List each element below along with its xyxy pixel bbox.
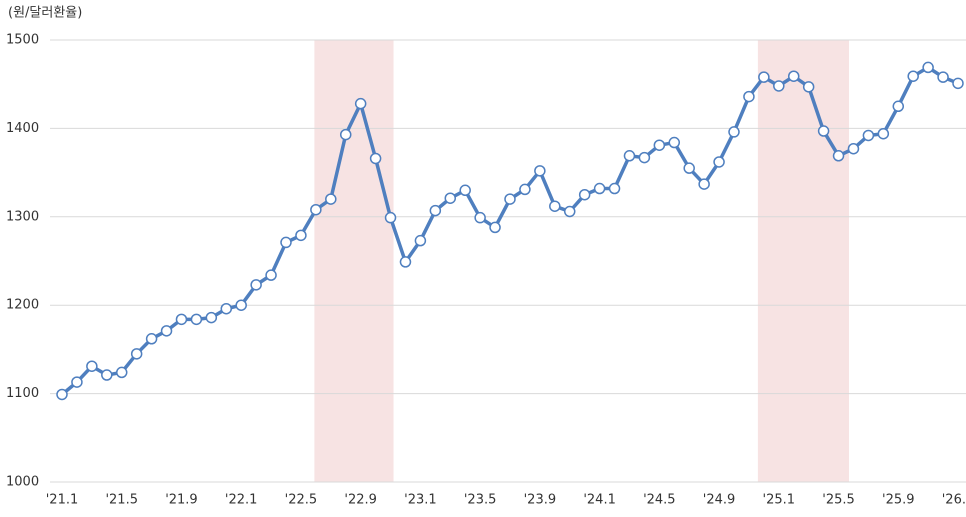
point-marker [265,269,277,281]
point-marker [638,151,651,164]
point-marker [832,150,845,162]
point-marker [489,221,501,234]
point-marker [952,77,964,90]
y-tick-label: 1400 [6,121,39,136]
point-marker [668,136,681,149]
point-marker [429,204,442,217]
point-marker [369,152,382,165]
point-marker [115,366,128,379]
point-marker [354,97,367,110]
x-tick-label: '23.9 [524,493,557,508]
point-marker [325,193,337,205]
point-marker [847,142,860,155]
point-marker [937,71,949,83]
x-tick-label: '24.5 [643,493,676,508]
point-marker [862,129,875,142]
point-marker [549,200,561,212]
x-tick-label: '25.1 [763,493,796,508]
point-marker [235,299,247,311]
shaded-range [757,40,849,482]
x-tick-label: '22.1 [225,493,258,508]
point-marker [787,70,800,82]
x-tick-label: '24.1 [583,493,616,508]
point-marker [728,126,740,138]
point-marker [608,182,621,195]
point-marker [250,279,262,291]
x-tick-label: '26.1 [942,493,966,508]
point-marker [205,311,218,324]
point-marker [175,313,188,326]
x-tick-label: '25.9 [882,493,915,508]
point-marker [295,229,307,242]
point-marker [190,313,203,326]
point-marker [160,325,173,337]
point-marker [504,193,516,205]
y-axis-label: (원/달러환율) [8,6,82,21]
point-marker [384,211,397,224]
point-marker [534,165,546,177]
point-marker [653,139,666,151]
point-marker [802,81,815,93]
point-marker [519,183,531,196]
point-marker [578,188,591,201]
point-marker [444,192,457,204]
point-marker [459,184,471,197]
point-marker [922,61,934,74]
point-marker [907,70,919,82]
point-marker [892,100,905,113]
x-tick-label: '25.5 [822,493,855,508]
y-tick-label: 1000 [6,475,39,490]
point-marker [683,162,695,174]
point-marker [339,128,352,141]
x-tick-label: '21.9 [165,493,198,508]
point-marker [563,205,576,218]
point-marker [280,236,292,249]
x-tick-label: '23.1 [404,493,437,508]
point-marker [623,150,636,162]
point-marker [86,360,98,372]
point-marker [743,90,755,103]
point-marker [399,256,412,268]
y-tick-label: 1200 [6,298,39,313]
point-marker [56,388,68,401]
y-tick-label: 1300 [6,209,39,224]
point-marker [713,156,725,168]
point-marker [220,302,233,315]
x-tick-label: '22.9 [344,493,377,508]
y-tick-label: 1100 [6,386,39,401]
point-marker [877,127,890,140]
point-marker [773,80,785,92]
x-tick-label: '21.1 [46,493,79,508]
point-marker [758,71,770,83]
point-marker [414,234,427,247]
point-marker [71,376,83,388]
point-marker [145,333,158,345]
point-marker [130,348,143,360]
point-marker [817,125,830,137]
x-tick-label: '22.5 [285,493,318,508]
point-marker [698,178,710,190]
x-tick-label: '24.9 [703,493,736,508]
y-tick-label: 1500 [6,33,39,48]
x-tick-label: '23.5 [464,493,497,508]
point-marker [310,203,322,216]
point-marker [593,182,606,195]
point-marker [101,369,113,381]
x-tick-label: '21.5 [105,493,138,508]
point-marker [474,211,486,224]
shaded-range [314,40,394,482]
